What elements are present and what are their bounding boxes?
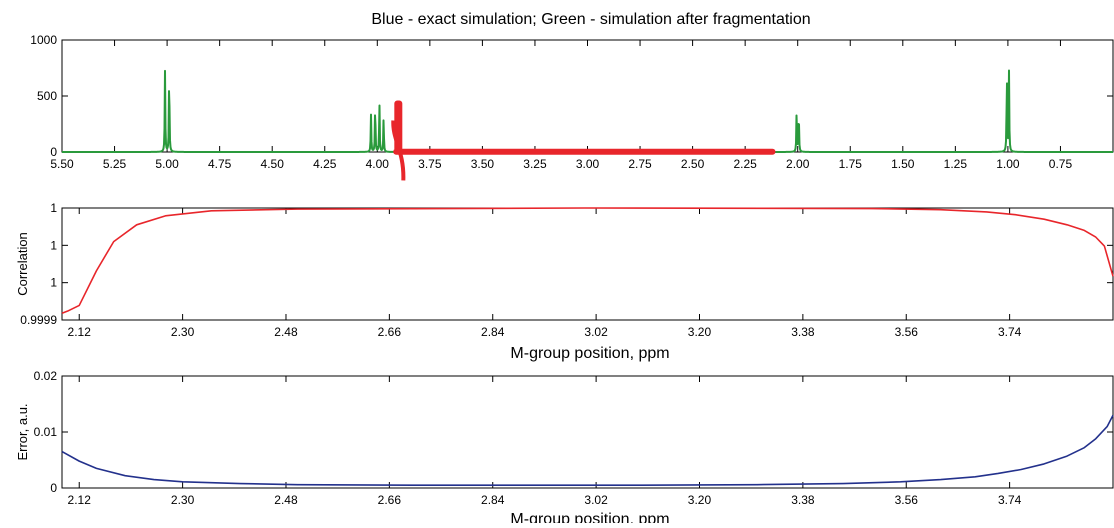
correlation-x-tick-label: 2.12 [68, 325, 92, 339]
spectrum-x-tick-label: 3.50 [471, 157, 495, 171]
error-x-tick-label: 2.30 [171, 493, 195, 507]
spectrum-x-tick-label: 4.00 [366, 157, 390, 171]
spectrum-x-tick-label: 2.25 [733, 157, 757, 171]
error-x-tick-label: 3.74 [998, 493, 1022, 507]
error-x-tick-label: 2.12 [68, 493, 92, 507]
correlation-x-tick-label: 3.38 [791, 325, 815, 339]
error-y-tick-label: 0.01 [34, 425, 58, 439]
fragmented-simulation-line [61, 69, 1114, 153]
spectrum-x-tick-label: 3.25 [523, 157, 547, 171]
spectrum-x-tick-label: 3.00 [576, 157, 600, 171]
correlation-y-tick-label: 1 [50, 276, 57, 290]
spectrum-x-tick-label: 1.00 [996, 157, 1020, 171]
spectrum-x-tick-label: 1.50 [891, 157, 915, 171]
correlation-y-tick-label: 1 [50, 201, 57, 215]
correlation-line [61, 207, 1114, 315]
spectrum-axes-frame [61, 39, 1114, 153]
error-x-tick-label: 2.66 [378, 493, 402, 507]
error-y-tick-label: 0.02 [34, 369, 58, 383]
error-x-tick-label: 2.48 [274, 493, 298, 507]
spectrum-x-tick-label: 2.75 [628, 157, 652, 171]
spectrum-x-tick-label: 2.50 [681, 157, 705, 171]
middle-panel-xlabel: M-group position, ppm [510, 345, 669, 362]
spectrum-x-tick-label: 4.25 [313, 157, 337, 171]
spectrum-x-tick-label: 4.50 [261, 157, 285, 171]
error-ylabel: Error, a.u. [15, 403, 30, 460]
spectrum-y-tick-label: 0 [50, 145, 57, 159]
error-x-tick-label: 2.84 [481, 493, 505, 507]
spectrum-x-tick-label: 5.00 [155, 157, 179, 171]
error-x-tick-label: 3.20 [688, 493, 712, 507]
error-x-tick-label: 3.56 [895, 493, 919, 507]
correlation-x-tick-label: 2.66 [378, 325, 402, 339]
correlation-x-tick-label: 3.56 [895, 325, 919, 339]
correlation-x-tick-label: 2.48 [274, 325, 298, 339]
exact-simulation-line [62, 69, 1113, 153]
spectrum-y-tick-label: 1000 [30, 33, 57, 47]
correlation-x-tick-label: 3.74 [998, 325, 1022, 339]
correlation-ylabel: Correlation [15, 232, 30, 296]
spectrum-x-tick-label: 5.50 [50, 157, 74, 171]
spectrum-x-tick-label: 1.25 [944, 157, 968, 171]
error-xlabel: M-group position, ppm [510, 511, 669, 523]
error-x-tick-label: 3.02 [584, 493, 608, 507]
correlation-x-tick-label: 3.02 [584, 325, 608, 339]
spectrum-x-tick-label: 2.00 [786, 157, 810, 171]
spectrum-x-tick-label: 5.25 [103, 157, 127, 171]
correlation-x-tick-label: 2.30 [171, 325, 195, 339]
spectrum-x-tick-label: 3.75 [418, 157, 442, 171]
spectrum-y-tick-label: 500 [37, 89, 57, 103]
correlation-axes-frame [61, 207, 1114, 321]
correlation-y-tick-label: 1 [50, 238, 57, 252]
spectrum-x-tick-label: 4.75 [208, 157, 232, 171]
red-scan-cluster-edge [391, 120, 406, 181]
correlation-x-tick-label: 2.84 [481, 325, 505, 339]
error-x-tick-label: 3.38 [791, 493, 815, 507]
spectrum-x-tick-label: 1.75 [839, 157, 863, 171]
error-line [61, 414, 1114, 487]
figure-title: Blue - exact simulation; Green - simulat… [371, 11, 810, 28]
error-y-tick-label: 0 [50, 481, 57, 495]
error-axes-frame [61, 375, 1114, 489]
correlation-y-tick-label: 0.9999 [20, 313, 57, 327]
correlation-x-tick-label: 3.20 [688, 325, 712, 339]
spectrum-x-tick-label: 0.75 [1049, 157, 1073, 171]
